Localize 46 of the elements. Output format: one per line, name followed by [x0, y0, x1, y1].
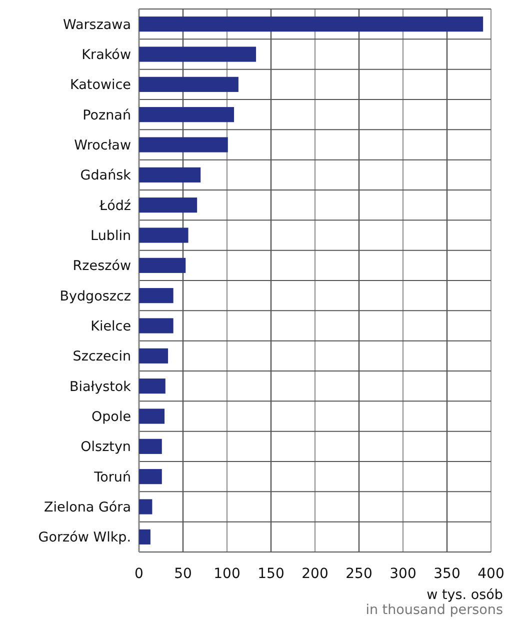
bar — [139, 258, 186, 273]
x-tick-label: 50 — [174, 566, 192, 582]
y-tick-label: Kraków — [82, 46, 131, 63]
x-tick-label: 250 — [346, 566, 372, 582]
y-tick-label: Gdańsk — [80, 168, 132, 184]
y-tick-label: Olsztyn — [80, 439, 131, 456]
bar — [139, 499, 152, 514]
bar — [139, 228, 188, 243]
bar — [139, 107, 234, 122]
bar — [139, 46, 256, 62]
x-tick-label: 200 — [302, 566, 328, 582]
x-tick-label: 400 — [478, 566, 504, 582]
x-tick-label: 0 — [134, 566, 144, 582]
y-tick-label: Rzeszów — [72, 258, 131, 274]
bar — [139, 198, 198, 213]
y-tick-label: Poznań — [82, 107, 131, 124]
y-tick-label: Kielce — [90, 318, 131, 334]
bar — [139, 137, 228, 152]
bar — [139, 378, 166, 394]
x-tick-label: 150 — [258, 566, 284, 582]
y-tick-label: Bydgoszcz — [60, 288, 131, 304]
bar — [139, 16, 484, 32]
bar — [139, 318, 174, 334]
y-tick-label: Szczecin — [72, 348, 131, 365]
y-tick-label: Gorzów Wlkp. — [38, 530, 131, 546]
y-tick-label: Katowice — [70, 77, 131, 94]
x-tick-label: 100 — [214, 566, 240, 582]
x-tick-label: 350 — [434, 566, 460, 582]
y-tick-label: Lublin — [90, 228, 131, 244]
bar — [139, 438, 162, 454]
bar — [139, 469, 162, 484]
bar — [139, 76, 238, 92]
x-tick-label: 300 — [390, 566, 416, 582]
bar — [139, 167, 201, 182]
x-axis-title: w tys. osób in thousand persons — [366, 587, 503, 618]
y-tick-label: Opole — [91, 408, 131, 425]
y-tick-label: Toruń — [93, 469, 131, 486]
y-tick-label: Zielona Góra — [44, 499, 131, 516]
bar — [139, 408, 165, 424]
bar — [139, 288, 174, 304]
y-tick-label: Białystok — [69, 378, 132, 395]
y-tick-label: Warszawa — [62, 16, 131, 33]
bar — [139, 348, 168, 364]
bar — [139, 529, 150, 544]
y-tick-label: Łódź — [98, 198, 131, 214]
y-tick-label: Wrocław — [74, 137, 131, 154]
